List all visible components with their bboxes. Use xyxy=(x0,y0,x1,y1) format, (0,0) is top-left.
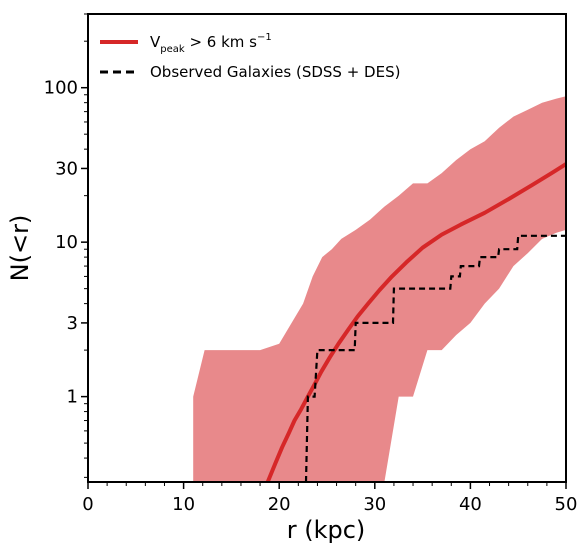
x-axis-label: r (kpc) xyxy=(287,516,366,544)
x-tick-label: 50 xyxy=(555,494,578,515)
x-tick-label: 40 xyxy=(459,494,482,515)
x-tick-label: 0 xyxy=(82,494,93,515)
legend-model-rest: > 6 km s xyxy=(185,33,257,51)
y-tick-label: 10 xyxy=(55,232,78,253)
axis-layer: 0 10 20 30 40 50 1 3 10 30 100 xyxy=(44,13,578,515)
series-line-model xyxy=(265,162,568,483)
x-tick-label: 20 xyxy=(268,494,291,515)
x-tick-label: 10 xyxy=(172,494,195,515)
x-tick-label: 30 xyxy=(363,494,386,515)
plot-frame xyxy=(87,13,567,483)
series-line-observed xyxy=(304,234,566,483)
y-tick-label: 100 xyxy=(44,78,78,99)
y-tick-label: 30 xyxy=(55,158,78,179)
legend-model-superscript: −1 xyxy=(257,32,272,43)
series-layer xyxy=(265,162,568,483)
legend-label-observed: Observed Galaxies (SDSS + DES) xyxy=(150,63,400,81)
legend-label-model: Vpeak > 6 km s−1 xyxy=(150,32,272,55)
y-tick-label: 1 xyxy=(67,387,78,408)
legend-model-base: V xyxy=(150,33,161,51)
legend: Vpeak > 6 km s−1 Observed Galaxies (SDSS… xyxy=(100,32,400,81)
y-tick-label: 3 xyxy=(67,313,78,334)
y-axis-label: N(<r) xyxy=(6,215,34,282)
legend-model-subscript: peak xyxy=(160,44,185,55)
